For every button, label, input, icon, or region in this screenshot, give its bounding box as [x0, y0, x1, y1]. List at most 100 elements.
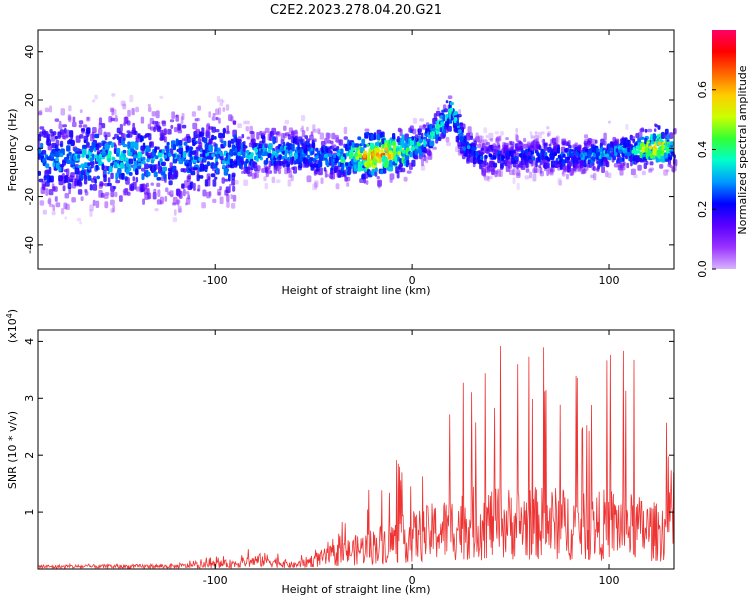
heatmap-cell	[315, 147, 319, 152]
heatmap-cell	[558, 179, 563, 186]
heatmap-cell	[181, 157, 185, 162]
figure-title: C2E2.2023.278.04.20.G21	[270, 3, 442, 18]
heatmap-cell	[245, 149, 250, 154]
heatmap-cell	[366, 131, 370, 136]
heatmap-cell	[113, 186, 117, 190]
heatmap-cell	[570, 152, 575, 157]
heatmap-cell	[86, 142, 91, 149]
heatmap-cell	[132, 176, 136, 182]
heatmap-cell	[514, 156, 518, 161]
heatmap-cell	[51, 153, 55, 158]
heatmap-cell	[96, 142, 102, 148]
heatmap-cell	[371, 152, 376, 157]
heatmap-cell	[117, 137, 122, 146]
heatmap-cell	[230, 194, 233, 200]
heatmap-cell	[157, 151, 163, 158]
heatmap-cell	[206, 161, 210, 167]
heatmap-cell	[297, 149, 302, 154]
heatmap-cell	[621, 157, 625, 161]
heatmap-cell	[605, 170, 609, 178]
heatmap-cell	[667, 158, 672, 165]
heatmap-cell	[185, 197, 191, 205]
heatmap-cell	[297, 143, 300, 152]
heatmap-cell	[85, 154, 90, 159]
heatmap-cell	[609, 147, 614, 152]
heatmap-cell	[587, 142, 591, 146]
heatmap-cell	[527, 151, 531, 157]
heatmap-cell	[556, 146, 560, 154]
heatmap-cell	[306, 154, 311, 159]
heatmap-cell	[389, 173, 395, 180]
heatmap-cell	[221, 177, 225, 184]
heatmap-cell	[349, 149, 354, 154]
heatmap-cell	[216, 95, 220, 103]
heatmap-cell	[202, 189, 207, 197]
heatmap-cell	[306, 126, 309, 132]
heatmap-cell	[419, 125, 423, 133]
heatmap-cell	[39, 126, 45, 130]
heatmap-cell	[627, 148, 631, 152]
heatmap-cell	[575, 152, 579, 156]
heatmap-cell	[161, 161, 166, 166]
heatmap-cell	[647, 128, 653, 133]
heatmap-cell	[361, 138, 366, 146]
heatmap-cell	[417, 142, 421, 147]
y-tick-label: -20	[23, 188, 36, 206]
heatmap-cell	[475, 132, 479, 140]
heatmap-cell	[456, 119, 459, 127]
snr-panel: -100 0 100 1 2 3 4 Height of straight line (k…	[5, 309, 675, 596]
heatmap-cell	[544, 142, 548, 146]
heatmap-cell	[284, 119, 289, 125]
heatmap-cell	[312, 128, 317, 133]
heatmap-cell	[180, 116, 184, 124]
heatmap-cell	[112, 109, 117, 115]
heatmap-cell	[219, 98, 223, 107]
heatmap-cell	[163, 154, 168, 159]
heatmap-cell	[91, 131, 95, 139]
heatmap-cell	[59, 143, 63, 147]
heatmap-cell	[596, 151, 601, 156]
heatmap-cell	[535, 161, 538, 168]
heatmap-cell	[432, 127, 436, 132]
heatmap-cell	[136, 165, 142, 170]
heatmap-cell	[148, 106, 152, 112]
heatmap-cell	[298, 162, 303, 169]
heatmap-cell	[215, 154, 220, 159]
heatmap-cell	[310, 131, 314, 136]
heatmap-cell	[172, 196, 178, 205]
heatmap-cell	[516, 182, 520, 191]
heatmap-cell	[565, 147, 569, 153]
heatmap-cell	[41, 150, 47, 155]
heatmap-cell	[177, 205, 182, 213]
heatmap-cell	[568, 140, 571, 146]
heatmap-cell	[301, 130, 306, 137]
heatmap-cell	[127, 141, 131, 150]
heatmap-cell	[224, 178, 229, 182]
heatmap-cell	[137, 151, 143, 158]
spectrogram-x-label: Height of straight line (km)	[281, 284, 430, 297]
heatmap-cell	[222, 164, 226, 169]
heatmap-cell	[477, 143, 482, 149]
heatmap-cell	[632, 138, 635, 144]
heatmap-cell	[133, 160, 138, 167]
heatmap-cell	[80, 163, 85, 168]
y-tick-label: 3	[23, 395, 36, 402]
heatmap-cell	[294, 135, 298, 141]
heatmap-cell	[155, 110, 160, 119]
heatmap-cell	[183, 168, 187, 173]
heatmap-cell	[103, 174, 107, 182]
heatmap-cell	[122, 133, 126, 142]
heatmap-cell	[201, 202, 206, 209]
heatmap-cell	[623, 161, 626, 166]
heatmap-cell	[552, 162, 557, 166]
heatmap-cell	[170, 124, 174, 129]
heatmap-cell	[533, 166, 538, 174]
heatmap-cell	[106, 132, 111, 138]
heatmap-cell	[159, 200, 163, 205]
heatmap-cell	[536, 152, 540, 157]
heatmap-cell	[579, 163, 584, 168]
heatmap-cell	[425, 156, 429, 164]
heatmap-cell	[173, 174, 178, 179]
heatmap-cell	[406, 170, 412, 174]
heatmap-cell	[531, 156, 536, 161]
